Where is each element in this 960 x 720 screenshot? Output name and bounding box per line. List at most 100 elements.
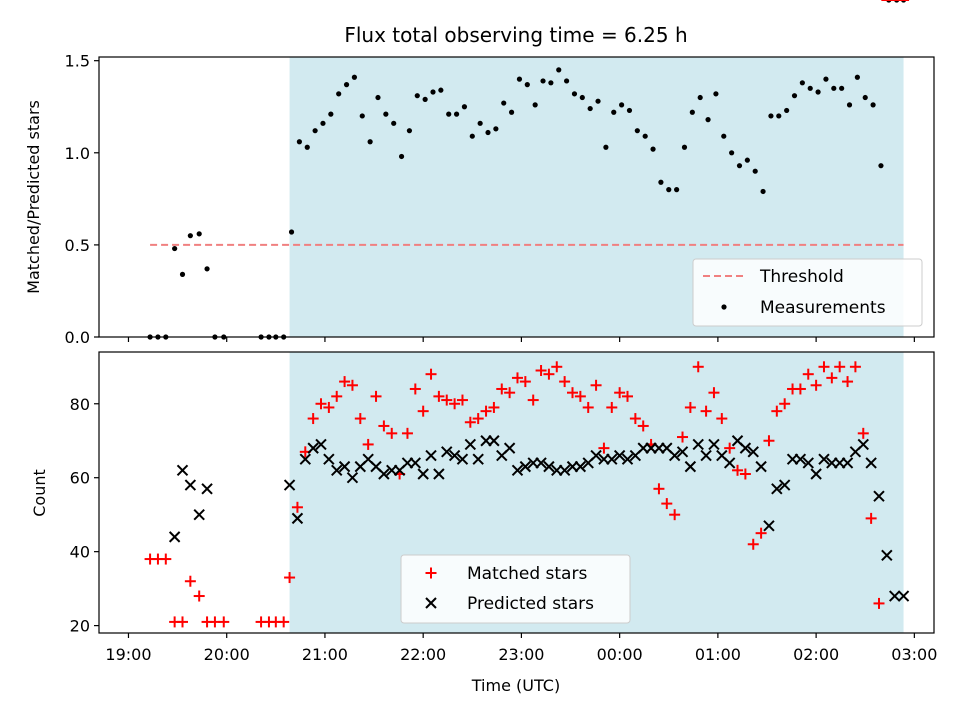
predicted-star-point: [378, 468, 390, 480]
predicted-star-point: [676, 446, 689, 458]
matched-star-point: [779, 398, 791, 410]
matched-star-point: [677, 431, 689, 443]
measurement-point: [485, 129, 491, 136]
x-tick-label: 02:00: [793, 645, 839, 664]
measurement-point: [359, 113, 365, 119]
predicted-star-point: [184, 479, 197, 491]
top-legend-measurements-swatch: [721, 304, 727, 310]
predicted-star-point: [865, 457, 877, 469]
predicted-star-point: [409, 457, 422, 469]
bottom-legend-predicted-swatch: [425, 597, 437, 609]
measurement-point: [320, 120, 326, 126]
top-y-axis-label: Matched/Predicted stars: [24, 100, 43, 294]
measurement-point: [328, 111, 334, 117]
predicted-star-point: [692, 438, 704, 451]
predicted-star-point: [176, 464, 189, 477]
matched-star-point: [504, 387, 516, 399]
measurement-point: [666, 187, 672, 193]
matched-star-point: [535, 364, 547, 376]
matched-star-point: [637, 420, 649, 432]
bottom-panel: 20 40 60 80 19:00 20:00 21:00 22:00 23:00 00:00 0…: [30, 0, 937, 695]
measurement-point: [375, 94, 381, 101]
x-axis-label: Time (UTC): [471, 676, 560, 695]
x-tick-label: 23:00: [498, 645, 544, 664]
matched-star-point: [307, 413, 319, 425]
x-tick-label: 00:00: [597, 645, 643, 664]
measurement-point: [744, 157, 750, 163]
matched-star-point: [449, 398, 461, 410]
matched-star-point: [480, 405, 492, 417]
matched-star-point: [818, 361, 830, 373]
matched-star-point: [716, 413, 728, 425]
matched-star-point: [755, 527, 767, 539]
matched-star-point: [574, 390, 586, 402]
predicted-star-point: [168, 531, 181, 543]
measurement-point: [791, 93, 798, 99]
measurement-point: [626, 107, 633, 114]
predicted-star-point: [464, 438, 477, 451]
top-panel: 0.0 0.5 1.0 1.5 Matched/Predicted stars Thr…: [24, 0, 935, 347]
predicted-star-point: [723, 457, 736, 469]
measurement-point: [446, 111, 452, 117]
measurement-point: [713, 91, 719, 97]
measurement-point: [461, 104, 468, 110]
matched-star-point: [834, 361, 846, 373]
measurement-point: [846, 102, 853, 108]
bottom-legend-box: [400, 554, 631, 624]
matched-star-point: [218, 616, 230, 628]
measurement-point: [351, 74, 358, 80]
measurement-point: [548, 80, 554, 86]
chart-title: Flux total observing time = 6.25 h: [344, 23, 687, 47]
predicted-star-point: [425, 449, 437, 462]
measurement-point: [477, 120, 483, 126]
matched-star-point: [472, 413, 484, 425]
measurement-point: [453, 111, 460, 117]
measurement-point: [784, 107, 790, 114]
measurement-point: [862, 94, 868, 101]
measurement-point: [438, 87, 444, 93]
predicted-star-point: [558, 464, 571, 477]
x-tick-label: 19:00: [105, 645, 151, 664]
x-tick-label: 20:00: [204, 645, 250, 664]
measurement-point: [493, 126, 499, 132]
measurement-point: [839, 85, 845, 91]
measurement-point: [815, 89, 821, 95]
matched-star-point: [346, 379, 358, 391]
measurement-point: [406, 128, 413, 134]
matched-star-point: [378, 420, 390, 432]
measurement-point: [296, 139, 302, 145]
measurement-point: [799, 80, 805, 86]
measurement-point: [674, 187, 680, 193]
measurement-point: [642, 133, 648, 139]
matched-star-point: [747, 538, 759, 550]
matched-star-point: [386, 427, 398, 439]
matched-star-point: [559, 376, 571, 388]
measurement-point: [187, 233, 193, 239]
matched-star-point: [724, 442, 736, 454]
matched-star-point: [865, 512, 877, 524]
matched-star-point: [590, 379, 602, 391]
matched-star-point: [362, 438, 374, 450]
predicted-star-point: [307, 442, 319, 454]
matched-star-point: [331, 390, 343, 402]
matched-star-point: [873, 597, 885, 609]
measurement-point: [288, 229, 295, 235]
predicted-star-point: [417, 468, 429, 480]
predicted-star-point: [441, 446, 453, 458]
measurement-point: [556, 67, 562, 73]
predicted-star-point: [739, 442, 752, 454]
measurement-point: [619, 102, 625, 108]
measurement-point: [611, 109, 617, 115]
predicted-star-point: [201, 483, 213, 495]
measurement-point: [776, 113, 782, 119]
y-tick-label: 80: [70, 395, 90, 414]
measurement-point: [422, 96, 428, 102]
measurement-point: [172, 245, 178, 252]
predicted-star-point: [535, 457, 547, 469]
y-tick-label: 0.5: [65, 236, 90, 255]
matched-star-point: [614, 387, 626, 399]
matched-star-point: [692, 361, 704, 373]
y-tick-label: 20: [70, 617, 90, 636]
predicted-star-point: [771, 483, 783, 495]
matched-star-point: [370, 390, 382, 402]
